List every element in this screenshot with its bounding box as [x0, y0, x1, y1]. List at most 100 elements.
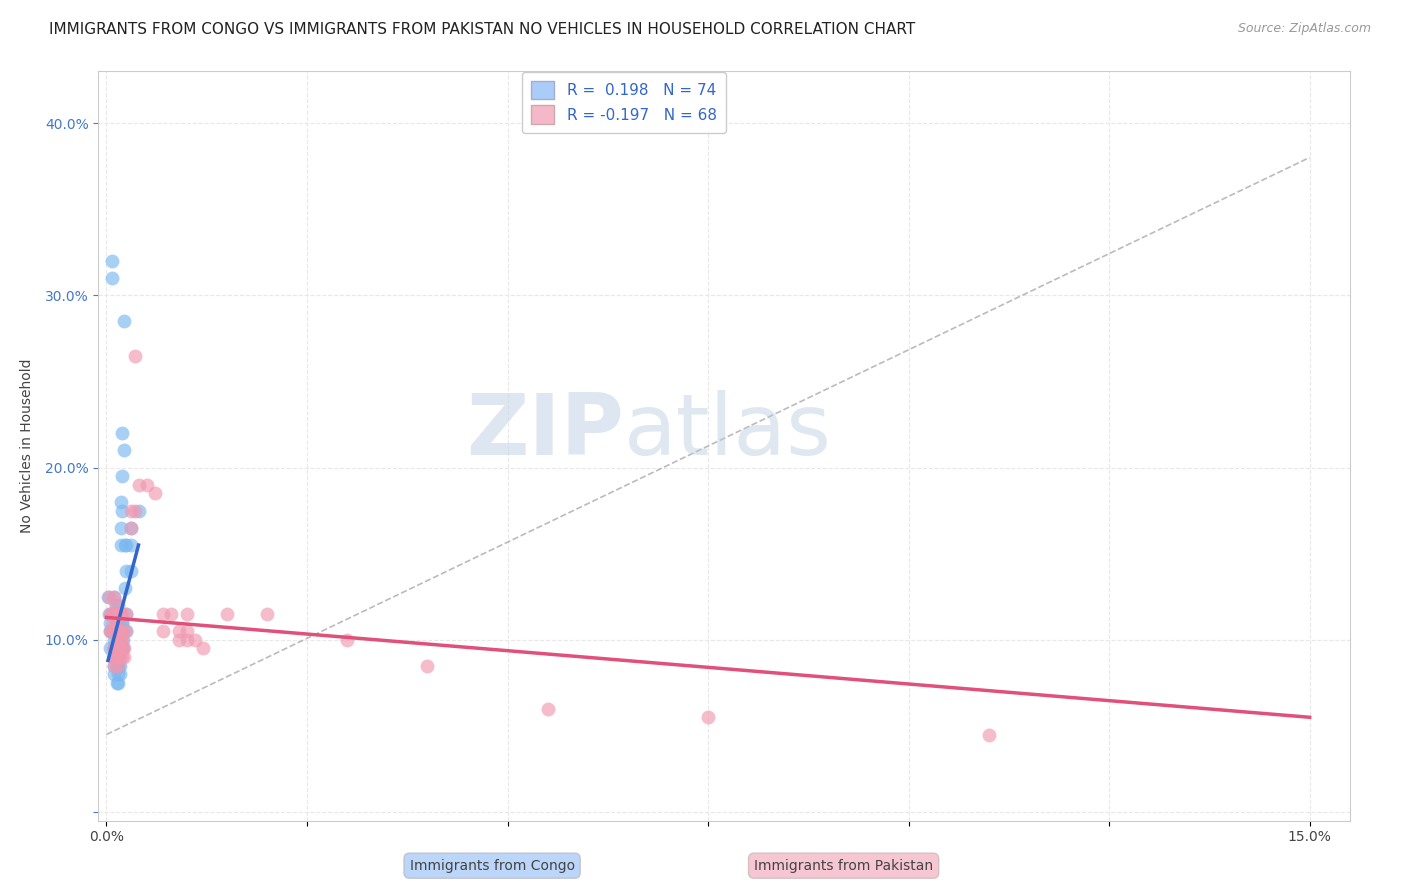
Point: [107, 650, 129, 665]
Point: [105, 607, 128, 621]
Point: [114, 538, 136, 552]
Point: [101, 253, 124, 268]
Point: [159, 607, 181, 621]
Point: [111, 503, 134, 517]
Text: Immigrants from Pakistan: Immigrants from Pakistan: [754, 859, 934, 872]
Text: atlas: atlas: [624, 390, 832, 473]
Point: [112, 632, 135, 647]
Point: [143, 486, 166, 500]
Point: [112, 314, 135, 328]
Point: [256, 607, 278, 621]
Point: [697, 710, 720, 724]
Point: [107, 624, 129, 639]
Point: [107, 650, 129, 665]
Point: [110, 495, 132, 509]
Point: [108, 641, 131, 656]
Point: [111, 641, 134, 656]
Text: ZIP: ZIP: [467, 390, 624, 473]
Point: [98, 607, 121, 621]
Point: [110, 632, 132, 647]
Point: [108, 632, 131, 647]
Point: [101, 624, 124, 639]
Point: [107, 658, 129, 673]
Point: [97, 607, 120, 621]
Point: [108, 667, 131, 681]
Point: [105, 624, 128, 639]
Point: [128, 477, 150, 491]
Point: [105, 607, 128, 621]
Point: [103, 641, 125, 656]
Point: [100, 624, 122, 639]
Point: [107, 599, 129, 613]
Point: [100, 624, 122, 639]
Point: [103, 632, 125, 647]
Point: [105, 632, 128, 647]
Point: [112, 443, 135, 458]
Point: [103, 607, 125, 621]
Point: [111, 607, 134, 621]
Point: [107, 641, 129, 656]
Point: [108, 632, 131, 647]
Point: [103, 590, 125, 604]
Point: [107, 667, 129, 681]
Point: [97, 590, 120, 604]
Point: [152, 624, 174, 639]
Point: [103, 624, 125, 639]
Point: [105, 658, 128, 673]
Point: [977, 727, 1000, 741]
Point: [120, 521, 142, 535]
Point: [111, 624, 134, 639]
Point: [191, 641, 214, 656]
Point: [103, 624, 125, 639]
Point: [105, 632, 128, 647]
Point: [111, 426, 134, 441]
Point: [108, 641, 131, 656]
Point: [105, 599, 128, 613]
Point: [110, 607, 132, 621]
Point: [120, 503, 142, 517]
Point: [112, 641, 135, 656]
Point: [107, 658, 129, 673]
Point: [114, 581, 136, 595]
Point: [107, 624, 129, 639]
Point: [107, 607, 129, 621]
Point: [98, 624, 121, 639]
Point: [112, 624, 135, 639]
Point: [101, 615, 124, 630]
Point: [107, 615, 129, 630]
Point: [105, 676, 128, 690]
Text: Immigrants from Congo: Immigrants from Congo: [409, 859, 575, 872]
Point: [107, 632, 129, 647]
Point: [97, 590, 120, 604]
Point: [100, 615, 122, 630]
Point: [152, 607, 174, 621]
Point: [107, 676, 129, 690]
Point: [100, 607, 122, 621]
Point: [100, 641, 122, 656]
Point: [215, 607, 238, 621]
Point: [101, 624, 124, 639]
Point: [120, 521, 142, 535]
Point: [114, 607, 136, 621]
Point: [107, 641, 129, 656]
Point: [124, 503, 146, 517]
Point: [176, 632, 198, 647]
Point: [107, 632, 129, 647]
Point: [103, 641, 125, 656]
Point: [101, 607, 124, 621]
Point: [115, 564, 138, 578]
Point: [536, 701, 558, 715]
Legend: R =  0.198   N = 74, R = -0.197   N = 68: R = 0.198 N = 74, R = -0.197 N = 68: [522, 71, 725, 133]
Point: [128, 503, 150, 517]
Point: [114, 624, 136, 639]
Point: [105, 624, 128, 639]
Point: [167, 632, 190, 647]
Point: [108, 650, 131, 665]
Point: [108, 607, 131, 621]
Point: [176, 607, 198, 621]
Point: [103, 641, 125, 656]
Point: [110, 521, 132, 535]
Point: [112, 641, 135, 656]
Point: [101, 624, 124, 639]
Point: [112, 650, 135, 665]
